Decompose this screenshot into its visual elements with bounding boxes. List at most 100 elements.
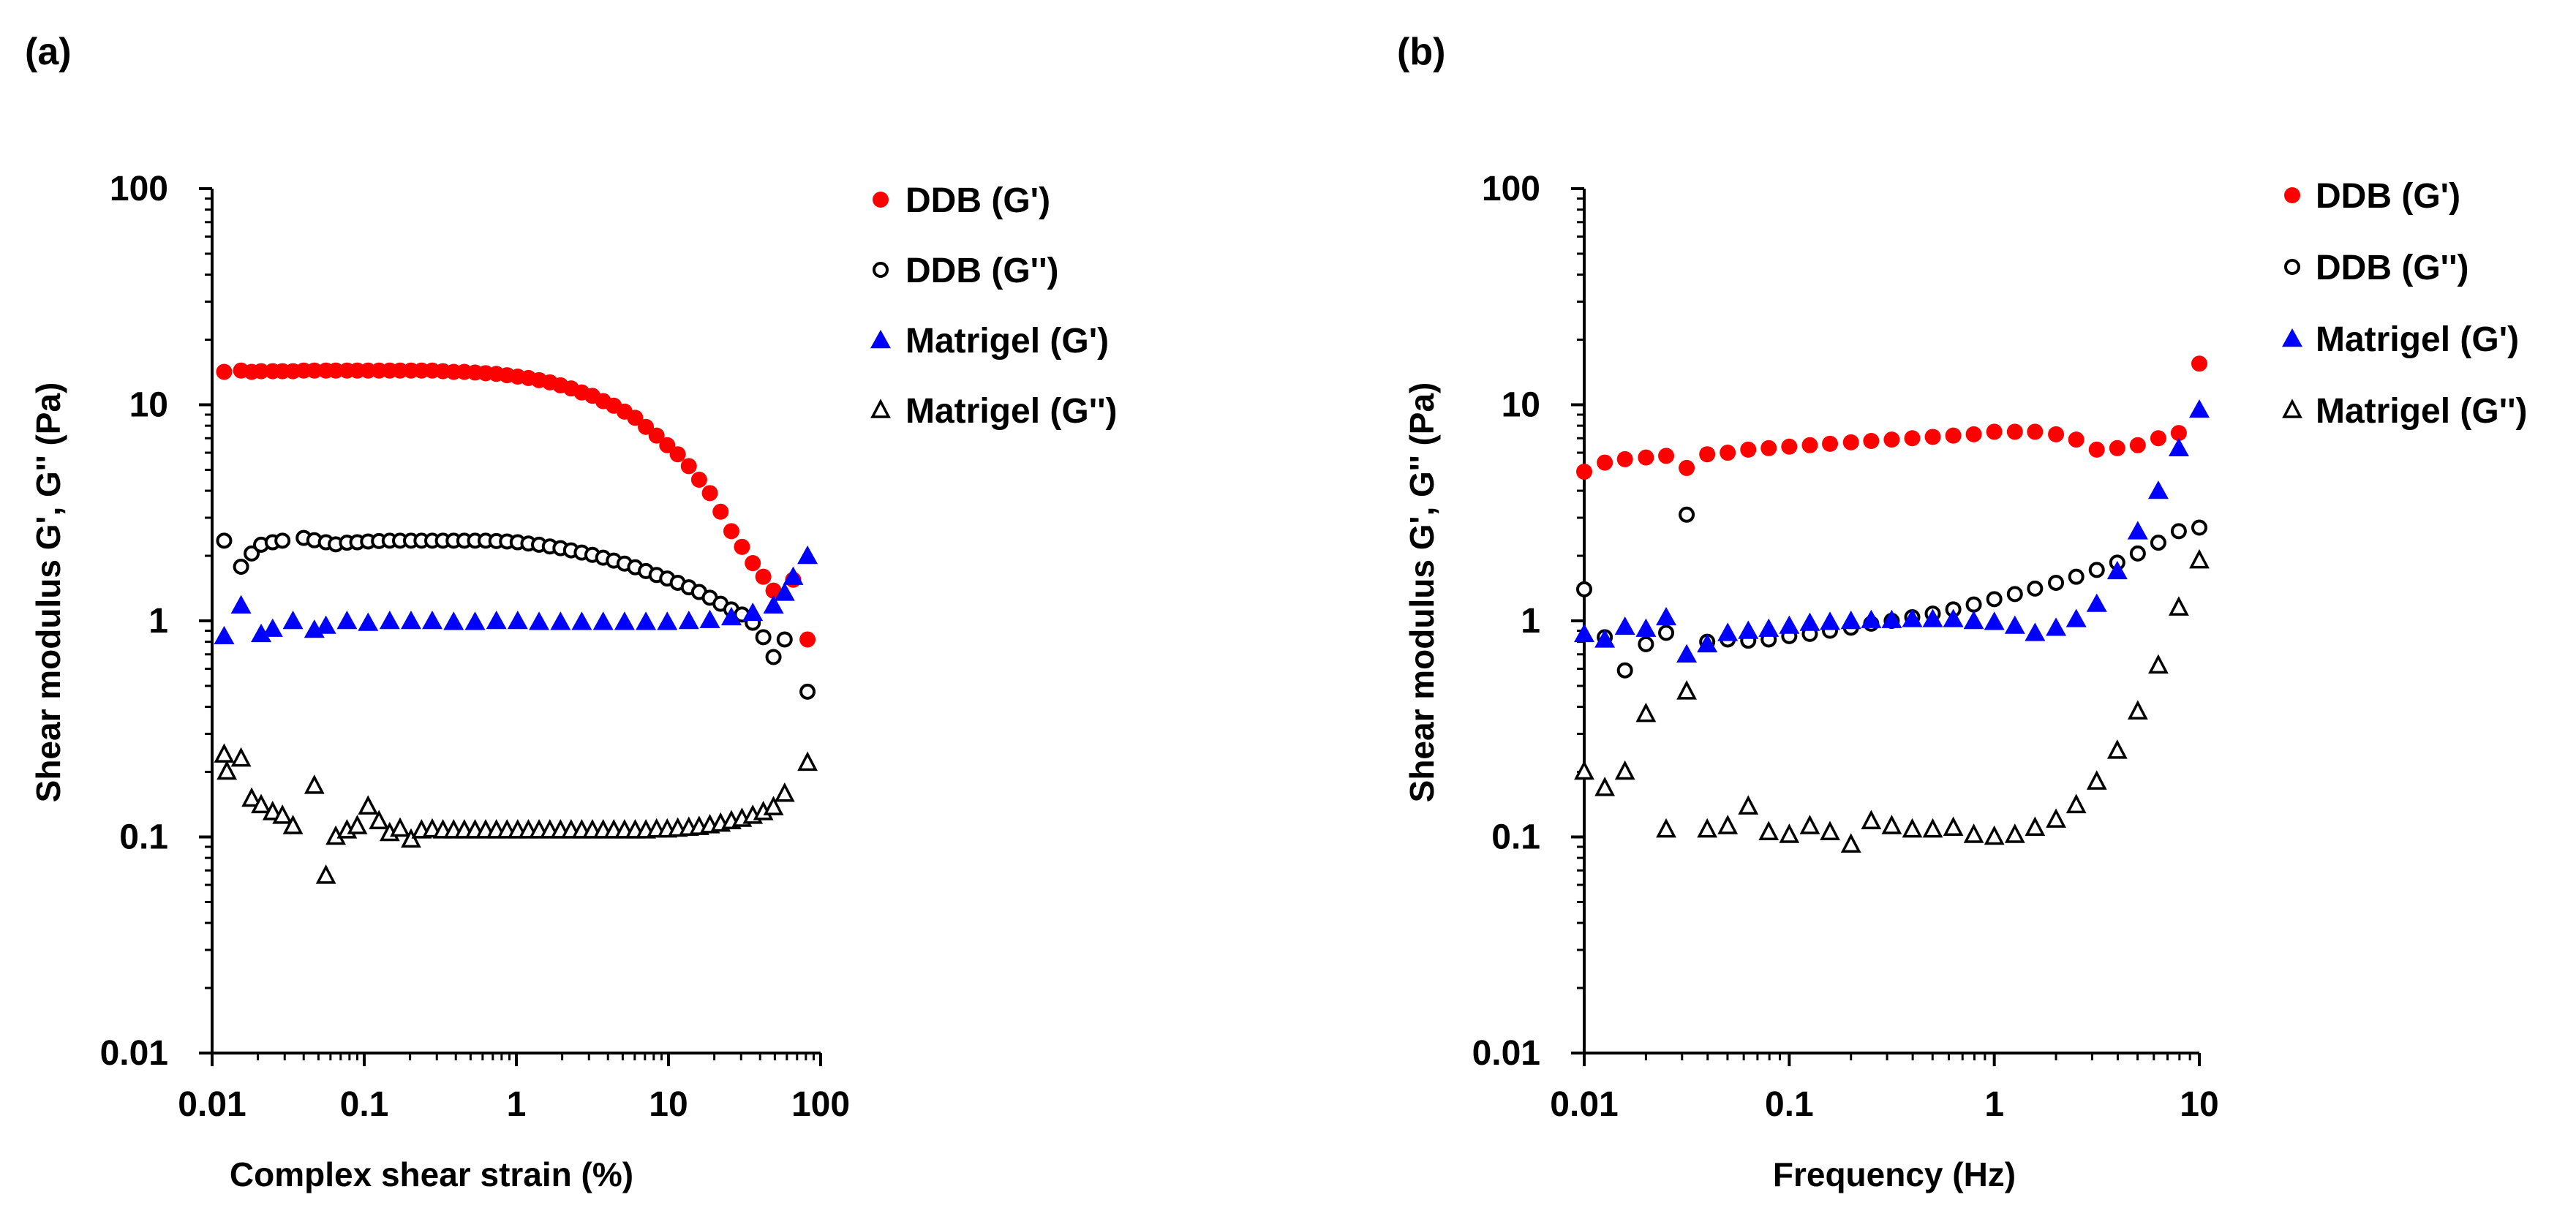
y-tick-label: 0.01 [1472, 1034, 1540, 1073]
x-tick-label: 10 [2180, 1085, 2218, 1124]
data-point [1758, 618, 1780, 637]
data-point [765, 582, 782, 599]
data-point [1799, 612, 1820, 631]
data-point [216, 532, 233, 549]
data-point [2191, 355, 2207, 372]
data-point [799, 631, 816, 648]
data-point [1842, 434, 1859, 450]
data-point [464, 611, 486, 630]
data-point [614, 611, 635, 630]
x-tick-label: 1 [507, 1085, 527, 1124]
y-tick-label: 0.1 [119, 818, 168, 857]
data-point [2109, 439, 2125, 456]
data-point [638, 418, 655, 435]
data-point [233, 559, 249, 576]
data-point [1738, 620, 1759, 639]
data-point [2046, 617, 2067, 636]
data-point [358, 612, 379, 631]
data-point [797, 546, 818, 565]
data-point [282, 611, 304, 630]
legend-marker-ddb-g1 [873, 192, 889, 208]
data-point [1984, 611, 2005, 630]
data-point [1576, 464, 1592, 480]
legend-label-matrigel-g2: Matrigel (G'') [905, 392, 1118, 431]
series-ddb-g-g1 [216, 362, 816, 648]
data-point [1943, 816, 1964, 837]
data-point [1574, 760, 1594, 780]
legend-item-b-ddb-g2: DDB (G'') [2284, 249, 2468, 287]
data-point [2048, 574, 2065, 591]
y-tick-label: 0.01 [100, 1034, 168, 1073]
data-point [1904, 430, 1921, 447]
data-point [1820, 820, 1840, 840]
data-point [251, 793, 271, 814]
data-point [690, 471, 707, 488]
x-tick-label: 10 [649, 1085, 688, 1124]
data-point [401, 828, 421, 848]
panel-a: (a) 0.01 0.1 1 10 100 0.01 0.1 1 10 100 Complex s… [25, 31, 1118, 1193]
data-point [2006, 423, 2023, 440]
legend-item-b-matrigel-g1: Matrigel (G') [2282, 320, 2519, 359]
data-point [2170, 425, 2187, 442]
y-axis-title-a: Shear modulus G', G'' (Pa) [29, 382, 67, 803]
legend-marker-matrigel-g1 [870, 330, 891, 349]
data-point [2065, 608, 2087, 627]
data-point [1840, 833, 1861, 853]
data-point [328, 362, 344, 379]
legend-marker-matrigel-g2 [870, 399, 891, 418]
data-point [400, 611, 421, 630]
data-point [701, 485, 718, 502]
data-point [1883, 431, 1900, 448]
data-point [443, 611, 464, 630]
legend-item-b-matrigel-g2: Matrigel (G'') [2282, 392, 2528, 431]
x-tick-label: 100 [791, 1085, 850, 1124]
data-point [1965, 596, 1982, 613]
data-point [1963, 611, 1984, 630]
data-point [636, 611, 657, 630]
legend-label-b-matrigel-g2: Matrigel (G'') [2316, 392, 2528, 431]
data-point [1963, 823, 1984, 843]
data-point [1594, 777, 1616, 796]
legend-label-matrigel-g1: Matrigel (G') [905, 322, 1109, 361]
data-point [251, 623, 272, 643]
data-point [507, 611, 528, 630]
data-point [797, 751, 818, 771]
legend-symbol [2284, 259, 2300, 275]
data-point [282, 815, 304, 834]
data-point [390, 817, 410, 837]
y-tick-label: 0.1 [1491, 818, 1540, 857]
data-point [253, 363, 270, 380]
data-point [1799, 815, 1820, 834]
data-point [1676, 680, 1697, 700]
data-point [1638, 449, 1654, 466]
y-axis-title-b: Shear modulus G', G'' (Pa) [1403, 382, 1441, 803]
data-point [1616, 662, 1633, 679]
data-point [1614, 760, 1635, 780]
data-point [1861, 609, 1882, 628]
data-point [2006, 586, 2023, 603]
data-point [1738, 795, 1759, 815]
y-tick-label: 100 [1482, 170, 1540, 208]
data-point [1943, 608, 1964, 627]
data-point [723, 523, 739, 540]
data-point [2147, 480, 2169, 499]
data-point [1656, 818, 1676, 838]
data-point [783, 566, 804, 585]
data-point [1717, 622, 1739, 641]
data-point [315, 864, 336, 884]
data-point [755, 568, 772, 585]
data-point [742, 602, 764, 622]
data-point [214, 625, 235, 645]
data-point [1986, 591, 2003, 608]
x-tick-label: 0.01 [178, 1085, 246, 1124]
series-matrigel-g-g1 [214, 546, 818, 645]
data-point [648, 427, 665, 444]
data-point [2088, 441, 2105, 458]
legend-label-b-matrigel-g1: Matrigel (G') [2316, 320, 2519, 359]
legend-item-matrigel-g1: Matrigel (G') [870, 322, 1109, 361]
data-point [1676, 644, 1698, 663]
x-tick-label: 1 [1984, 1085, 2004, 1124]
data-point [1697, 818, 1718, 838]
data-point [763, 595, 784, 614]
data-point [745, 555, 761, 572]
